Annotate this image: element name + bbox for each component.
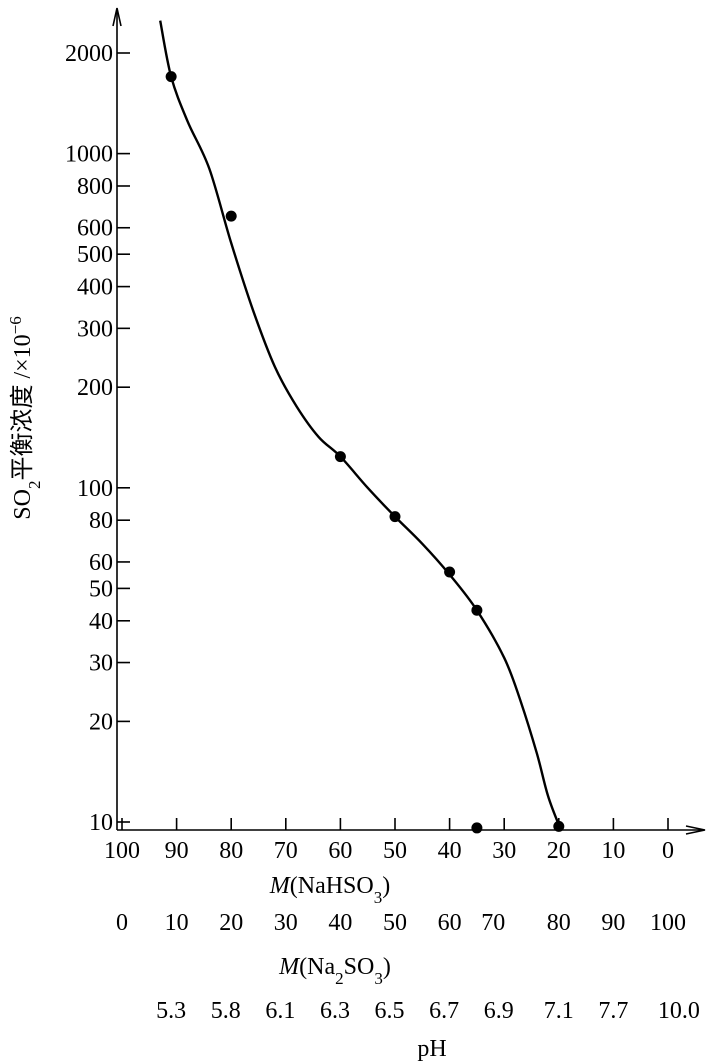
y-tick-label: 300 (77, 316, 113, 342)
data-point (334, 451, 346, 463)
y-tick-label: 100 (77, 476, 113, 502)
y-axis-arrow (112, 7, 122, 27)
na2so3-tick-label: 80 (547, 910, 571, 936)
na2so3-tick-label: 70 (481, 910, 505, 936)
x-tick-label: 50 (383, 838, 407, 864)
data-point (444, 566, 456, 578)
y-tick-label: 400 (77, 275, 113, 301)
x-tick-label: 30 (492, 838, 516, 864)
ph-tick-label: 6.5 (375, 998, 405, 1024)
ph-tick-label: 6.3 (320, 998, 350, 1024)
x-axis-title-nahso3: M(NaHSO3) (269, 873, 391, 907)
x-tick-label: 20 (547, 838, 571, 864)
y-tick-label: 1000 (65, 142, 113, 168)
ph-tick-label: 6.9 (484, 998, 514, 1024)
axes (112, 7, 706, 835)
y-tick-label: 80 (89, 508, 113, 534)
y-tick-label: 800 (77, 174, 113, 200)
ph-tick-label: 10.0 (658, 998, 700, 1024)
data-point (389, 511, 401, 523)
y-tick-label: 200 (77, 375, 113, 401)
na2so3-tick-label: 100 (650, 910, 686, 936)
data-point (225, 210, 237, 222)
na2so3-tick-label: 50 (383, 910, 407, 936)
data-point (471, 604, 483, 616)
ph-tick-label: 7.1 (544, 998, 574, 1024)
data-point (471, 822, 483, 834)
y-tick-label: 30 (89, 651, 113, 677)
y-tick-label: 50 (89, 576, 113, 602)
y-tick-label: 60 (89, 550, 113, 576)
na2so3-tick-label: 0 (116, 910, 128, 936)
x-tick-label: 100 (104, 838, 140, 864)
x-tick-label: 0 (662, 838, 674, 864)
x-tick-label: 40 (438, 838, 462, 864)
y-tick-label: 10 (89, 810, 113, 836)
na2so3-tick-label: 30 (274, 910, 298, 936)
ph-tick-label: 6.7 (429, 998, 459, 1024)
x-axis-title-ph: pH (417, 1036, 446, 1062)
x-tick-label: 70 (274, 838, 298, 864)
fit-curve (159, 20, 560, 826)
x-axis-ticks: 100 90 80 70 60 50 40 30 20 10 0 (104, 818, 674, 864)
y-tick-label: 500 (77, 242, 113, 268)
data-point (165, 71, 177, 83)
y-tick-label: 2000 (65, 41, 113, 67)
x-tick-label: 80 (219, 838, 243, 864)
y-axis-title: SO2平衡浓度 /×10−6 (6, 316, 44, 519)
x-axis-arrow (685, 825, 706, 835)
na2so3-tick-label: 90 (601, 910, 625, 936)
secondary-axes: M(NaHSO3) 0 10 20 30 40 50 60 70 80 90 100 M(Na2SO3)… (116, 873, 700, 1062)
data-points (165, 71, 565, 834)
na2so3-tick-label: 10 (165, 910, 189, 936)
y-tick-label: 20 (89, 709, 113, 735)
x-axis-title-na2so3: M(Na2SO3) (278, 954, 391, 988)
x-tick-label: 10 (601, 838, 625, 864)
x-tick-label: 90 (165, 838, 189, 864)
na2so3-tick-label: 40 (328, 910, 352, 936)
y-tick-label: 40 (89, 609, 113, 635)
ph-tick-label: 5.3 (156, 998, 186, 1024)
y-tick-label: 600 (77, 216, 113, 242)
ph-tick-label: 5.8 (211, 998, 241, 1024)
ph-tick-label: 6.1 (265, 998, 295, 1024)
ph-tick-label: 7.7 (598, 998, 628, 1024)
data-point (553, 820, 565, 832)
x-tick-label: 60 (328, 838, 352, 864)
na2so3-tick-label: 60 (438, 910, 462, 936)
na2so3-tick-label: 20 (219, 910, 243, 936)
